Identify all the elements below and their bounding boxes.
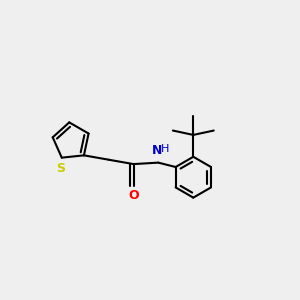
Text: O: O [128, 189, 139, 202]
Text: H: H [160, 145, 169, 154]
Text: N: N [152, 144, 162, 158]
Text: S: S [56, 162, 65, 175]
